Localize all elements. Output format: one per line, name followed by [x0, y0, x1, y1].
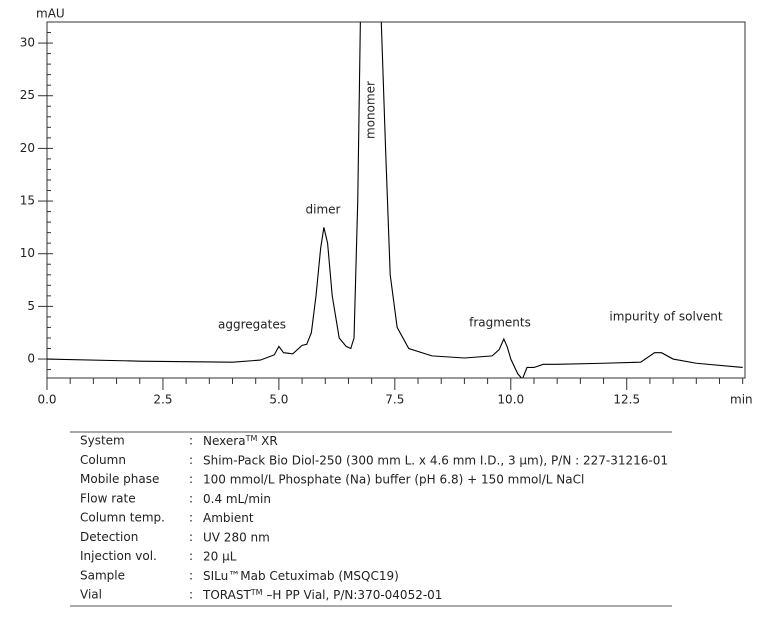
y-tick-label: 5	[27, 299, 35, 313]
x-axis-label: min	[730, 393, 753, 407]
y-tick-label: 30	[20, 36, 35, 50]
value-part: TM	[250, 588, 263, 597]
row-separator: :	[189, 588, 193, 602]
plot-frame	[46, 21, 746, 379]
row-value: Shim-Pack Bio Diol-250 (300 mm L. x 4.6 …	[203, 453, 668, 467]
value-part: 0.4 mL/min	[203, 491, 271, 505]
row-label: Flow rate	[80, 491, 136, 505]
y-tick-label: 15	[20, 194, 35, 208]
annotation: monomer	[364, 81, 378, 139]
x-tick-label: 12.5	[613, 393, 640, 407]
y-axis-label: mAU	[36, 7, 65, 21]
value-part: 100 mmol/L Phosphate (Na) buffer (pH 6.8…	[203, 472, 584, 486]
row-label: Injection vol.	[80, 549, 157, 563]
row-label: Column	[80, 453, 126, 467]
value-part: XR	[257, 434, 277, 448]
row-value: UV 280 nm	[203, 530, 270, 544]
value-part: TM	[245, 434, 258, 443]
value-part: Shim-Pack Bio Diol-250 (300 mm L. x 4.6 …	[203, 453, 668, 467]
x-tick-label: 0.0	[37, 393, 56, 407]
value-part: UV 280 nm	[203, 530, 270, 544]
row-separator: :	[189, 511, 193, 525]
row-separator: :	[189, 568, 193, 582]
row-label: System	[80, 434, 125, 448]
x-tick-label: 10.0	[497, 393, 524, 407]
row-separator: :	[189, 453, 193, 467]
row-separator: :	[189, 530, 193, 544]
y-tick-label: 20	[20, 141, 35, 155]
x-tick-label: 7.5	[385, 393, 404, 407]
x-tick-label: 5.0	[269, 393, 288, 407]
value-part: –H PP Vial, P/N:370-04052-01	[263, 588, 443, 602]
value-part: TORAST	[202, 588, 251, 602]
x-tick-label: 2.5	[153, 393, 172, 407]
y-tick-label: 10	[20, 246, 35, 260]
row-value: SILu™Mab Cetuximab (MSQC19)	[203, 568, 399, 582]
value-part: Nexera	[203, 434, 246, 448]
row-value: 20 µL	[203, 549, 237, 563]
value-part: 20 µL	[203, 549, 237, 563]
y-tick-label: 0	[27, 352, 35, 366]
row-separator: :	[189, 434, 193, 448]
row-value: TORASTTM –H PP Vial, P/N:370-04052-01	[202, 588, 442, 602]
row-label: Column temp.	[80, 511, 165, 525]
row-label: Vial	[80, 588, 102, 602]
annotation: impurity of solvent	[609, 310, 723, 324]
row-value: 0.4 mL/min	[203, 491, 271, 505]
annotation: aggregates	[218, 318, 286, 332]
row-label: Sample	[80, 568, 125, 582]
row-separator: :	[189, 491, 193, 505]
annotation: dimer	[306, 203, 341, 217]
row-value: Ambient	[203, 511, 254, 525]
row-separator: :	[189, 549, 193, 563]
y-tick-label: 25	[20, 88, 35, 102]
row-value: NexeraTM XR	[203, 434, 278, 448]
value-part: SILu™Mab Cetuximab (MSQC19)	[203, 568, 399, 582]
row-label: Mobile phase	[80, 472, 159, 486]
row-label: Detection	[80, 530, 138, 544]
row-separator: :	[189, 472, 193, 486]
row-value: 100 mmol/L Phosphate (Na) buffer (pH 6.8…	[203, 472, 584, 486]
annotation: fragments	[469, 316, 531, 330]
trace-line	[47, 22, 743, 378]
value-part: Ambient	[203, 511, 254, 525]
